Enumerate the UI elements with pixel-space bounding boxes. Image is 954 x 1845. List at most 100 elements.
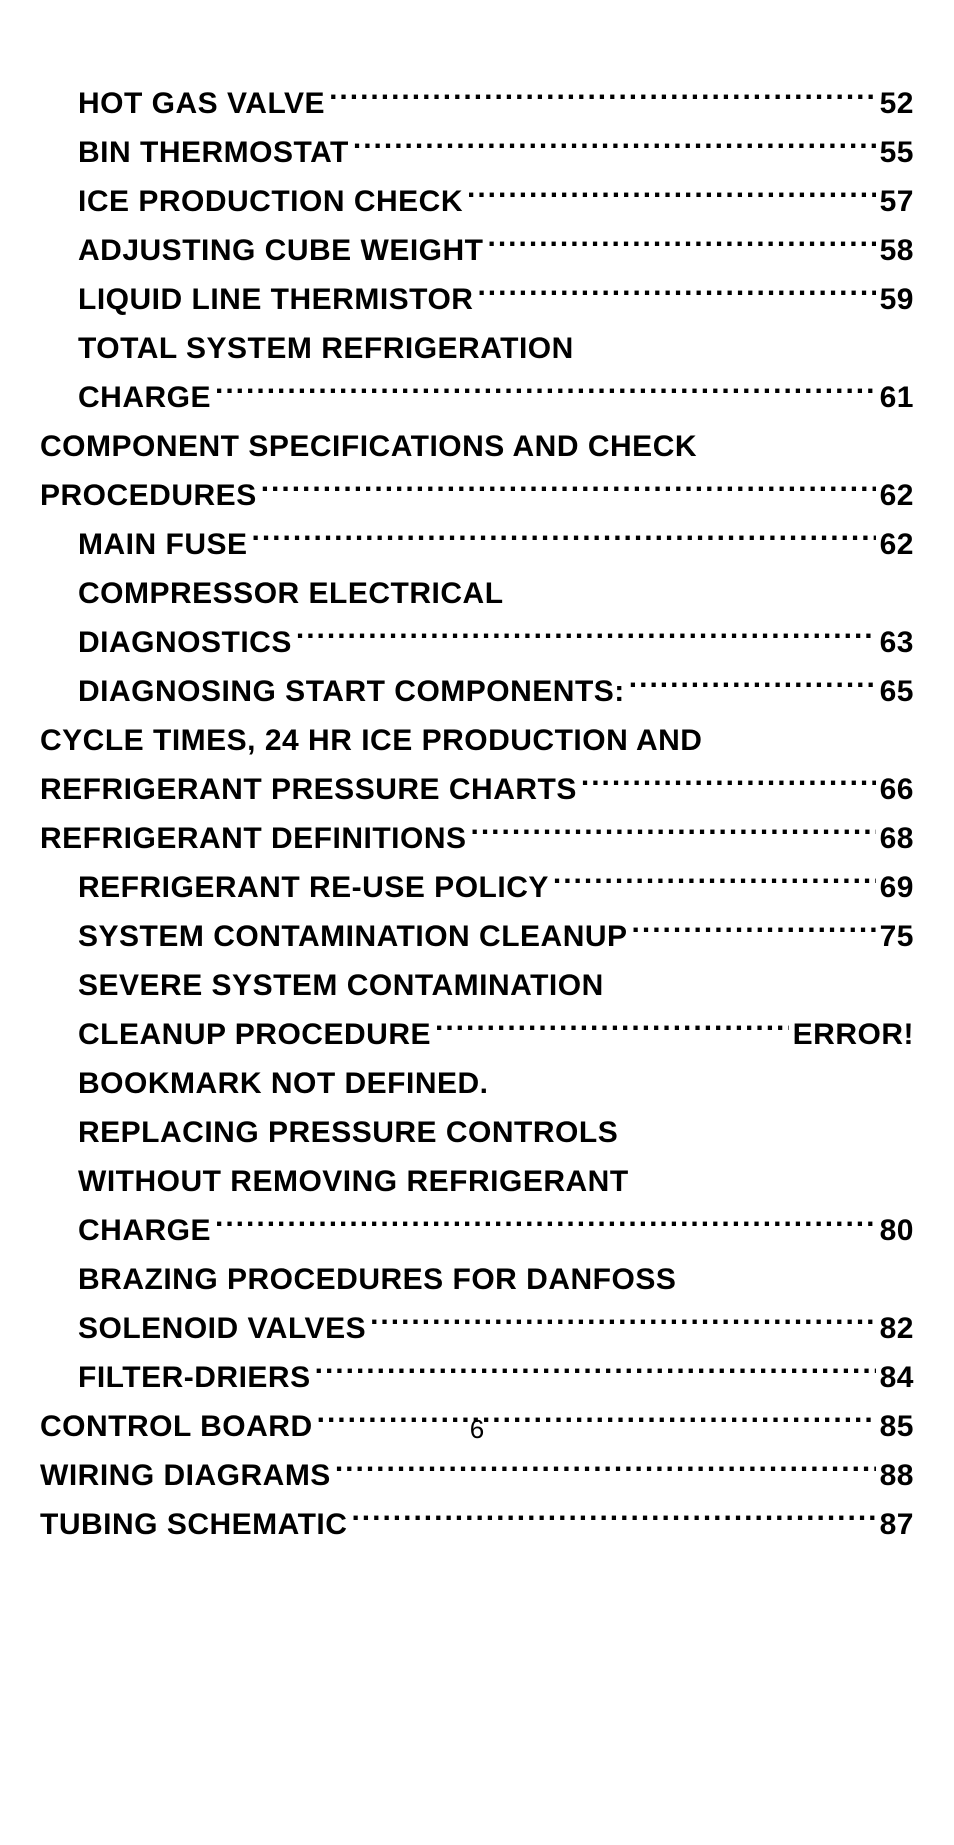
toc-entry: CHARGE 80 [40,1207,914,1254]
toc-entry: MAIN FUSE 62 [40,521,914,568]
toc-label: SEVERE SYSTEM CONTAMINATION [78,962,604,1009]
toc-label: COMPRESSOR ELECTRICAL [78,570,504,617]
toc-entry: SOLENOID VALVES 82 [40,1305,914,1352]
toc-label: MAIN FUSE [78,521,248,568]
toc-leader [467,181,876,211]
toc-entry: ICE PRODUCTION CHECK 57 [40,178,914,225]
toc-leader [353,132,876,162]
toc-leader [629,671,876,701]
toc-entry-line: REPLACING PRESSURE CONTROLS [40,1109,914,1156]
toc-entry-line: COMPRESSOR ELECTRICAL [40,570,914,617]
toc-entry: CLEANUP PROCEDURE ERROR! [40,1011,914,1058]
toc-label: WIRING DIAGRAMS [40,1452,331,1499]
toc-entry: PROCEDURES 62 [40,472,914,519]
toc-label: ADJUSTING CUBE WEIGHT [78,227,484,274]
toc-label: SYSTEM CONTAMINATION CLEANUP [78,913,628,960]
toc-entry: REFRIGERANT DEFINITIONS 68 [40,815,914,862]
toc-page-number: 62 [880,472,914,519]
toc-entry: HOT GAS VALVE 52 [40,80,914,127]
toc-page-number: 68 [880,815,914,862]
toc-leader [553,867,876,897]
toc-page-number: 69 [880,864,914,911]
toc-entry-line: BRAZING PROCEDURES FOR DANFOSS [40,1256,914,1303]
toc-entry: FILTER-DRIERS 84 [40,1354,914,1401]
toc-label: COMPONENT SPECIFICATIONS AND CHECK [40,423,697,470]
toc-entry-line: COMPONENT SPECIFICATIONS AND CHECK [40,423,914,470]
toc-entry-line: TOTAL SYSTEM REFRIGERATION [40,325,914,372]
toc-label: TUBING SCHEMATIC [40,1501,347,1548]
toc-leader [329,83,876,113]
toc-entry: REFRIGERANT PRESSURE CHARTS 66 [40,766,914,813]
toc-label: LIQUID LINE THERMISTOR [78,276,473,323]
toc-label: CLEANUP PROCEDURE [78,1011,431,1058]
toc-leader [215,377,876,407]
toc-leader [315,1357,876,1387]
toc-leader [471,818,876,848]
toc-entry: DIAGNOSING START COMPONENTS: 65 [40,668,914,715]
toc-entry: BIN THERMOSTAT 55 [40,129,914,176]
toc-label: REPLACING PRESSURE CONTROLS [78,1109,618,1156]
toc-leader [296,622,876,652]
toc-label: CHARGE [78,1207,211,1254]
toc-label: BIN THERMOSTAT [78,129,349,176]
toc-page-number: 61 [880,374,914,421]
toc-label: ICE PRODUCTION CHECK [78,178,463,225]
toc-page-number: 55 [880,129,914,176]
toc-page-number: 59 [880,276,914,323]
toc-leader [435,1014,789,1044]
toc-page-number: 52 [880,80,914,127]
toc-label: SOLENOID VALVES [78,1305,366,1352]
toc-page-number: 84 [880,1354,914,1401]
toc-leader [335,1455,876,1485]
toc-page-number: 82 [880,1305,914,1352]
toc-label: CHARGE [78,374,211,421]
toc-label: TOTAL SYSTEM REFRIGERATION [78,325,574,372]
toc-leader [632,916,876,946]
toc-label: DIAGNOSING START COMPONENTS: [78,668,625,715]
toc-leader [261,475,876,505]
toc-page-number: 87 [880,1501,914,1548]
toc-entry: SYSTEM CONTAMINATION CLEANUP 75 [40,913,914,960]
toc-entry-extra: BOOKMARK NOT DEFINED. [40,1060,914,1107]
toc-entry-line: SEVERE SYSTEM CONTAMINATION [40,962,914,1009]
toc-leader [370,1308,876,1338]
toc-leader [488,230,876,260]
toc-entry-line: CYCLE TIMES, 24 HR ICE PRODUCTION AND [40,717,914,764]
toc-page-number: 65 [880,668,914,715]
toc-page-number: 58 [880,227,914,274]
toc-label: REFRIGERANT RE-USE POLICY [78,864,549,911]
toc-page-number: 57 [880,178,914,225]
page-number: 6 [0,1414,954,1445]
toc-page-number: 66 [880,766,914,813]
toc-leader [581,769,876,799]
toc-entry: DIAGNOSTICS 63 [40,619,914,666]
toc-page-number: 88 [880,1452,914,1499]
table-of-contents: HOT GAS VALVE52BIN THERMOSTAT55ICE PRODU… [40,80,914,1550]
toc-leader [215,1210,876,1240]
toc-label: HOT GAS VALVE [78,80,325,127]
toc-leader [252,524,876,554]
toc-entry: WIRING DIAGRAMS 88 [40,1452,914,1499]
toc-page-number: 63 [880,619,914,666]
toc-page-number: 80 [880,1207,914,1254]
toc-label: DIAGNOSTICS [78,619,292,666]
toc-label: REFRIGERANT DEFINITIONS [40,815,467,862]
toc-page-number: ERROR! [793,1011,914,1058]
toc-label: BOOKMARK NOT DEFINED. [78,1060,489,1107]
toc-label: WITHOUT REMOVING REFRIGERANT [78,1158,629,1205]
toc-entry: TUBING SCHEMATIC 87 [40,1501,914,1548]
toc-leader [477,279,875,309]
toc-label: BRAZING PROCEDURES FOR DANFOSS [78,1256,676,1303]
toc-page-number: 75 [880,913,914,960]
toc-label: PROCEDURES [40,472,257,519]
document-page: HOT GAS VALVE52BIN THERMOSTAT55ICE PRODU… [0,0,954,1845]
toc-entry: CHARGE 61 [40,374,914,421]
toc-label: CYCLE TIMES, 24 HR ICE PRODUCTION AND [40,717,702,764]
toc-entry: ADJUSTING CUBE WEIGHT 58 [40,227,914,274]
toc-leader [351,1504,875,1534]
toc-entry-line: WITHOUT REMOVING REFRIGERANT [40,1158,914,1205]
toc-page-number: 62 [880,521,914,568]
toc-entry: LIQUID LINE THERMISTOR 59 [40,276,914,323]
toc-label: REFRIGERANT PRESSURE CHARTS [40,766,577,813]
toc-label: FILTER-DRIERS [78,1354,311,1401]
